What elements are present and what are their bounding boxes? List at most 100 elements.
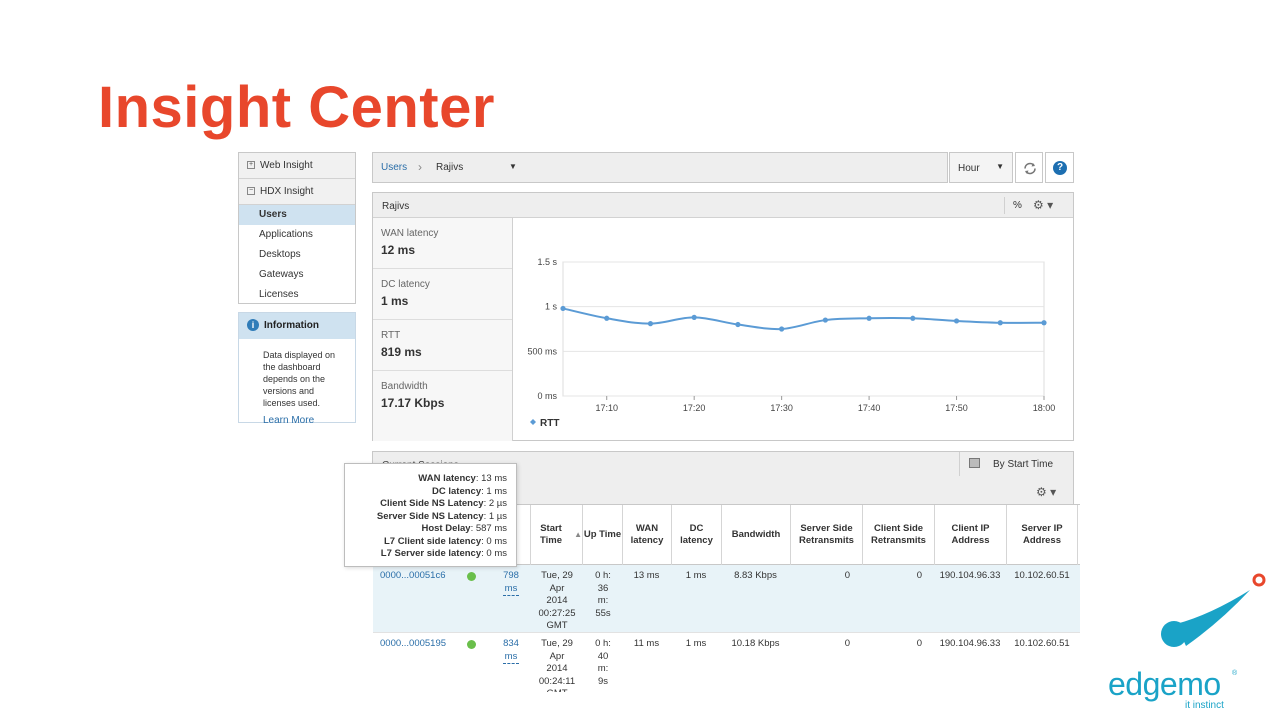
column-client-retransmits[interactable]: Client Side Retransmits (862, 505, 934, 565)
breadcrumb-current[interactable]: Rajivs (436, 162, 464, 173)
rtt-data-point (953, 318, 960, 324)
column-server-retransmits[interactable]: Server Side Retransmits (790, 505, 862, 565)
tooltip-line: Host Delay: 587 ms (421, 523, 507, 534)
rtt-chart-svg: 0 ms 500 ms 1 s 1.5 s 17:10 17:20 17:30 17:40 17… (527, 257, 1056, 429)
status-ok-icon (467, 640, 476, 649)
column-label: Client Side Retransmits (871, 523, 926, 546)
latency-tooltip: WAN latency: 13 ms DC latency: 1 ms Clie… (344, 463, 517, 567)
nav-item-desktops[interactable]: Desktops (259, 249, 301, 260)
rtt-data-point (735, 321, 741, 328)
sort-asc-icon: ▲ (574, 530, 582, 539)
column-label: Server IP Address (1021, 523, 1063, 546)
user-panel: Rajivs % ⚙ ▾ WAN latency 12 ms DC latency… (372, 192, 1074, 441)
gear-icon[interactable]: ⚙ ▾ (1036, 485, 1057, 499)
tooltip-line: DC latency: 1 ms (432, 485, 507, 497)
legend-label: RTT (540, 418, 559, 429)
user-panel-title: Rajivs (382, 201, 410, 212)
session-id-link[interactable]: 0000...00051c6 (380, 570, 446, 581)
nav-item-applications[interactable]: Applications (259, 229, 313, 240)
metric-label: Bandwidth (381, 381, 428, 392)
slide-title: Insight Center (98, 75, 495, 140)
help-button[interactable]: ? (1045, 152, 1074, 183)
table-row[interactable]: 0000...00051c6 798 ms Tue, 29 Apr 2014 0… (373, 565, 1080, 632)
rtt-link[interactable]: 798 ms (503, 570, 519, 596)
time-range-select[interactable]: Hour ▼ (949, 152, 1013, 183)
rtt-data-point (1041, 320, 1047, 326)
server-retransmits-cell: 0 (844, 570, 850, 581)
left-nav: + Web Insight − HDX Insight Users Applicat… (238, 152, 356, 304)
tooltip-line: Client Side NS Latency: 2 µs (380, 498, 507, 509)
information-title: Information (264, 320, 319, 331)
x-tick-label: 17:20 (683, 403, 706, 413)
dc-latency-cell: 1 ms (685, 638, 707, 649)
metric-dc-latency[interactable]: DC latency 1 ms (373, 269, 512, 320)
table-row[interactable]: 0000...0005195 834 ms Tue, 29 Apr 2014 0… (373, 632, 1080, 692)
metric-label: DC latency (381, 279, 430, 290)
percent-toggle[interactable]: % (1004, 197, 1030, 214)
nav-web-insight[interactable]: + Web Insight (239, 153, 355, 179)
metric-bandwidth[interactable]: Bandwidth 17.17 Kbps (373, 371, 512, 422)
plot-area (562, 261, 1045, 397)
server-ip-cell: 10.102.60.51 (1014, 570, 1070, 581)
column-dc-latency[interactable]: DC latency (671, 505, 721, 565)
nav-item-gateways[interactable]: Gateways (259, 269, 304, 280)
help-icon: ? (1053, 161, 1067, 175)
edgemo-logo-mark (1161, 573, 1266, 647)
column-up-time[interactable]: Up Time (582, 505, 622, 565)
tooltip-line: Server Side NS Latency: 1 µs (376, 510, 507, 522)
column-server-ip[interactable]: Server IP Address (1006, 505, 1078, 565)
rtt-data-point (560, 305, 566, 312)
edgemo-tagline: it instinct (1185, 700, 1224, 711)
column-label: DC latency (680, 523, 713, 546)
up-time-cell: 0 h: 40 m: 9s (595, 638, 611, 687)
metric-value: 12 ms (381, 243, 416, 257)
server-ip-cell: 10.102.60.51 (1014, 638, 1070, 649)
time-range-value: Hour (958, 163, 980, 174)
column-wan-latency[interactable]: WAN latency (622, 505, 671, 565)
metric-label: WAN latency (381, 228, 439, 239)
sort-label: By Start Time (993, 459, 1054, 470)
column-start-time[interactable]: Start Time ▲ (530, 505, 582, 565)
x-tick-label: 18:00 (1033, 403, 1056, 413)
sort-by-start-time[interactable]: By Start Time (959, 452, 1074, 476)
column-label: Server Side Retransmits (799, 523, 854, 546)
rtt-data-point (691, 314, 697, 320)
rtt-data-point (910, 315, 916, 321)
information-box: i Information Data displayed on the dashb… (238, 312, 356, 426)
rtt-series-line (562, 307, 1045, 331)
metric-value: 17.17 Kbps (381, 396, 445, 410)
nav-hdx-insight[interactable]: − HDX Insight (239, 179, 355, 205)
x-tick-label: 17:30 (770, 403, 793, 413)
client-ip-cell: 190.104.96.33 (939, 638, 1001, 649)
bandwidth-cell: 10.18 Kbps (731, 638, 780, 649)
column-label: Start Time (540, 523, 563, 546)
client-ip-cell: 190.104.96.33 (939, 570, 1001, 581)
y-tick-label: 0 ms (537, 391, 557, 401)
client-retransmits-cell: 0 (916, 638, 922, 649)
breadcrumb-users-link[interactable]: Users (381, 162, 408, 173)
status-ok-icon (467, 572, 476, 581)
tooltip-line: L7 Server side latency: 0 ms (380, 548, 507, 559)
nav-item-users[interactable]: Users (239, 205, 355, 225)
user-panel-header: Rajivs % ⚙ ▾ (373, 193, 1073, 218)
caret-down-icon[interactable]: ▼ (509, 162, 517, 171)
column-label: Bandwidth (731, 529, 781, 540)
information-header: i Information (239, 313, 355, 339)
refresh-button[interactable] (1015, 152, 1043, 183)
start-time-cell: Tue, 29 Apr 2014 00:27:25 GMT (538, 570, 576, 631)
metric-rtt[interactable]: RTT 819 ms (373, 320, 512, 371)
bandwidth-cell: 8.83 Kbps (734, 570, 777, 581)
x-tick-label: 17:50 (945, 403, 968, 413)
metric-wan-latency[interactable]: WAN latency 12 ms (373, 218, 512, 269)
learn-more-link[interactable]: Learn More (263, 415, 315, 426)
edgemo-logo-text: edgemo (1108, 666, 1221, 702)
column-client-ip[interactable]: Client IP Address (934, 505, 1006, 565)
column-label: Up Time (583, 529, 622, 540)
refresh-icon (1024, 162, 1036, 175)
session-id-link[interactable]: 0000...0005195 (380, 638, 447, 649)
gear-icon[interactable]: ⚙ ▾ (1033, 198, 1054, 212)
registered-mark: ® (1232, 670, 1238, 677)
rtt-link[interactable]: 834 ms (503, 638, 519, 664)
nav-item-licenses[interactable]: Licenses (259, 289, 299, 300)
column-bandwidth[interactable]: Bandwidth (721, 505, 790, 565)
